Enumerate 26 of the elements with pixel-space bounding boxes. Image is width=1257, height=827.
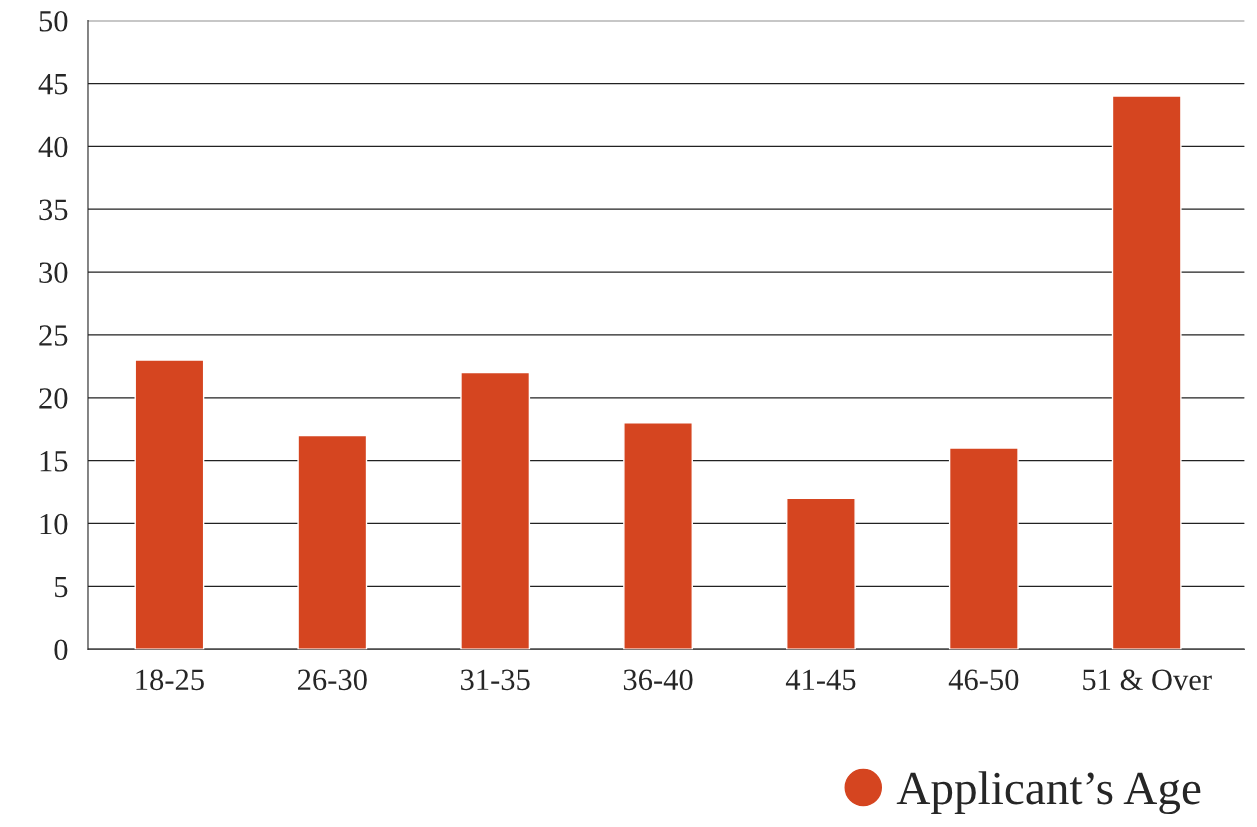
- y-tick-label: 40: [38, 136, 68, 158]
- bar: [460, 371, 531, 650]
- y-tick-label: 20: [39, 388, 68, 409]
- y-tick-label: 15: [40, 451, 68, 472]
- y-tick-label: 30: [39, 262, 68, 283]
- y-tick-label: 45: [38, 74, 68, 95]
- y-tick-label: 10: [40, 513, 68, 535]
- x-tick-label: 46-50: [948, 669, 1019, 691]
- legend-label: Applicant’s Age: [896, 771, 1201, 815]
- x-tick-label: 51 & Over: [1083, 669, 1212, 691]
- y-tick-label: 35: [39, 199, 68, 221]
- x-tick-label: 41-45: [785, 669, 856, 691]
- y-tick-label: 0: [54, 639, 68, 661]
- x-tick-label: 26-30: [298, 669, 367, 691]
- bar: [297, 434, 368, 650]
- x-tick-label: 18-25: [136, 669, 204, 691]
- x-tick-label: 36-40: [623, 669, 693, 691]
- y-tick-label: 25: [39, 325, 68, 346]
- x-tick-label: 31-35: [461, 669, 530, 691]
- bar: [134, 359, 205, 650]
- bar: [948, 447, 1019, 650]
- y-tick-label: 5: [55, 576, 68, 598]
- bar: [1111, 95, 1182, 650]
- bar: [786, 497, 856, 650]
- y-tick-label: 50: [39, 10, 68, 32]
- bar: [623, 422, 693, 650]
